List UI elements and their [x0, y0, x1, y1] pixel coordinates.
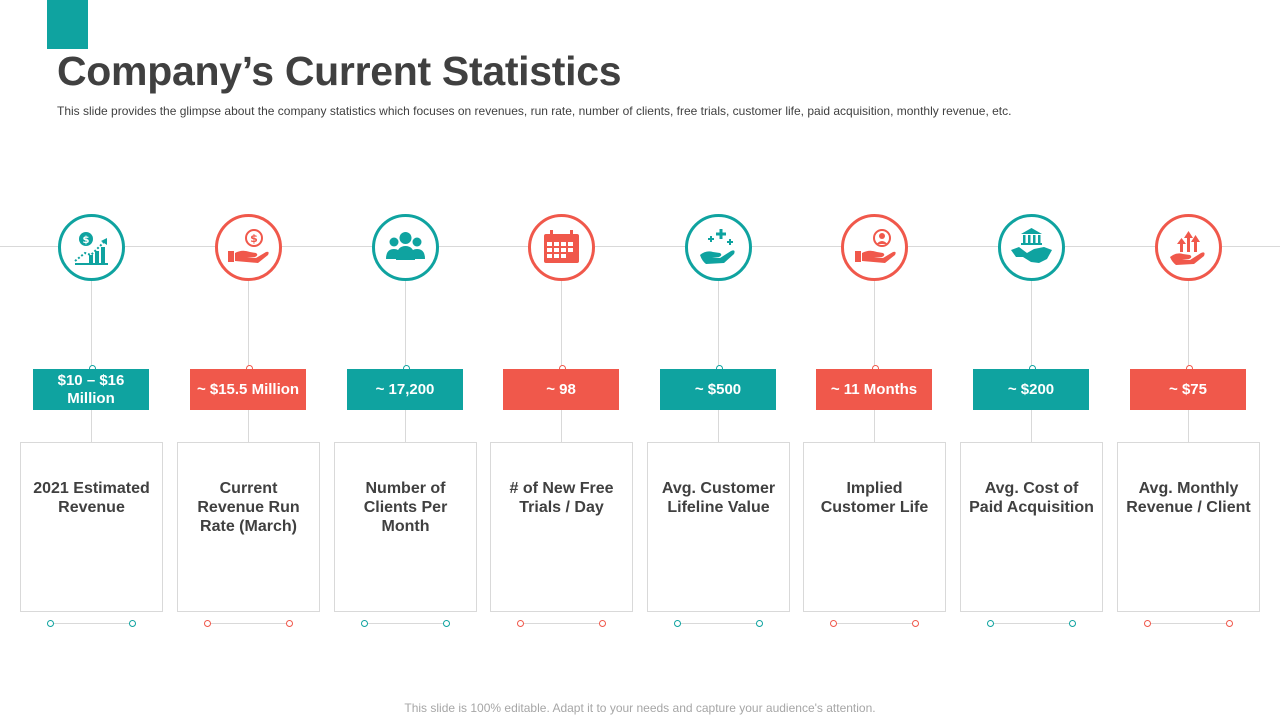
stat-card: Implied Customer Life — [803, 442, 946, 612]
card-footer-line — [521, 623, 603, 624]
stat-label: Number of Clients Per Month — [363, 480, 448, 535]
stat-column-estimated-revenue: $ $10 – $16 Million 2021 Estimated Reven… — [20, 213, 163, 633]
stat-card: Avg. Cost of Paid Acquisition — [960, 442, 1103, 612]
card-footer-dot — [1226, 620, 1233, 627]
card-footer-dot — [129, 620, 136, 627]
stat-label: Current Revenue Run Rate (March) — [197, 480, 300, 535]
card-footer-dot — [443, 620, 450, 627]
card-footer-line — [365, 623, 447, 624]
connector-line — [874, 281, 875, 443]
card-footer-line — [208, 623, 290, 624]
connector-line — [1188, 281, 1189, 443]
timeline-divider — [0, 246, 1280, 247]
hand-plus-sparkle-icon — [685, 214, 752, 281]
card-footer-dot — [1144, 620, 1151, 627]
stat-card: Current Revenue Run Rate (March) — [177, 442, 320, 612]
hand-user-icon — [841, 214, 908, 281]
card-footer-dot — [47, 620, 54, 627]
stat-value: ~ $500 — [660, 369, 776, 410]
stat-column-monthly-revenue-per-client: ~ $75 Avg. Monthly Revenue / Client — [1117, 213, 1260, 633]
stat-column-clients-per-month: ~ 17,200 Number of Clients Per Month — [334, 213, 477, 633]
svg-text:$: $ — [83, 235, 90, 246]
page-title: Company’s Current Statistics — [57, 48, 622, 94]
stat-value: ~ $15.5 Million — [190, 369, 306, 410]
stat-column-customer-lifeline-value: ~ $500 Avg. Customer Lifeline Value — [647, 213, 790, 633]
connector-line — [718, 281, 719, 443]
page-subtitle: This slide provides the glimpse about th… — [57, 104, 1012, 118]
card-footer-dot — [286, 620, 293, 627]
card-footer-line — [991, 623, 1073, 624]
card-footer-dot — [830, 620, 837, 627]
stat-value: $10 – $16 Million — [33, 369, 149, 410]
connector-line — [1031, 281, 1032, 443]
card-footer-line — [678, 623, 760, 624]
card-footer-dot — [912, 620, 919, 627]
stat-card: Avg. Monthly Revenue / Client — [1117, 442, 1260, 612]
stat-label: Avg. Customer Lifeline Value — [661, 480, 776, 516]
svg-text:$: $ — [250, 232, 258, 245]
stat-value: ~ 98 — [503, 369, 619, 410]
hand-dollar-coin-icon: $ — [215, 214, 282, 281]
stat-label: 2021 Estimated Revenue — [33, 480, 150, 516]
stat-label: # of New Free Trials / Day — [509, 480, 614, 516]
card-footer-dot — [517, 620, 524, 627]
card-footer-dot — [674, 620, 681, 627]
stat-card: # of New Free Trials / Day — [490, 442, 633, 612]
corner-accent-block — [47, 0, 88, 49]
connector-line — [405, 281, 406, 443]
card-footer-dot — [987, 620, 994, 627]
dollar-growth-chart-icon: $ — [58, 214, 125, 281]
stat-label: Avg. Monthly Revenue / Client — [1126, 480, 1251, 516]
stat-value: ~ $200 — [973, 369, 1089, 410]
stat-column-customer-life: ~ 11 Months Implied Customer Life — [803, 213, 946, 633]
stat-card: 2021 Estimated Revenue — [20, 442, 163, 612]
connector-line — [561, 281, 562, 443]
stat-value: ~ $75 — [1130, 369, 1246, 410]
card-footer-dot — [1069, 620, 1076, 627]
stat-value: ~ 17,200 — [347, 369, 463, 410]
handshake-bank-icon — [998, 214, 1065, 281]
stat-value: ~ 11 Months — [816, 369, 932, 410]
card-footer-line — [1148, 623, 1230, 624]
card-footer-line — [51, 623, 133, 624]
card-footer-dot — [361, 620, 368, 627]
card-footer-dot — [204, 620, 211, 627]
connector-line — [248, 281, 249, 443]
stat-card: Avg. Customer Lifeline Value — [647, 442, 790, 612]
card-footer-dot — [756, 620, 763, 627]
stat-column-paid-acquisition: ~ $200 Avg. Cost of Paid Acquisition — [960, 213, 1103, 633]
stat-card: Number of Clients Per Month — [334, 442, 477, 612]
connector-line — [91, 281, 92, 443]
card-footer-line — [834, 623, 916, 624]
card-footer-dot — [599, 620, 606, 627]
footer-note: This slide is 100% editable. Adapt it to… — [404, 701, 876, 715]
hand-growth-arrows-icon — [1155, 214, 1222, 281]
stat-column-free-trials: ~ 98 # of New Free Trials / Day — [490, 213, 633, 633]
stat-label: Implied Customer Life — [820, 480, 929, 516]
calendar-icon — [528, 214, 595, 281]
people-group-icon — [372, 214, 439, 281]
stat-column-revenue-run-rate: $ ~ $15.5 Million Current Revenue Run Ra… — [177, 213, 320, 633]
stat-label: Avg. Cost of Paid Acquisition — [969, 480, 1094, 516]
